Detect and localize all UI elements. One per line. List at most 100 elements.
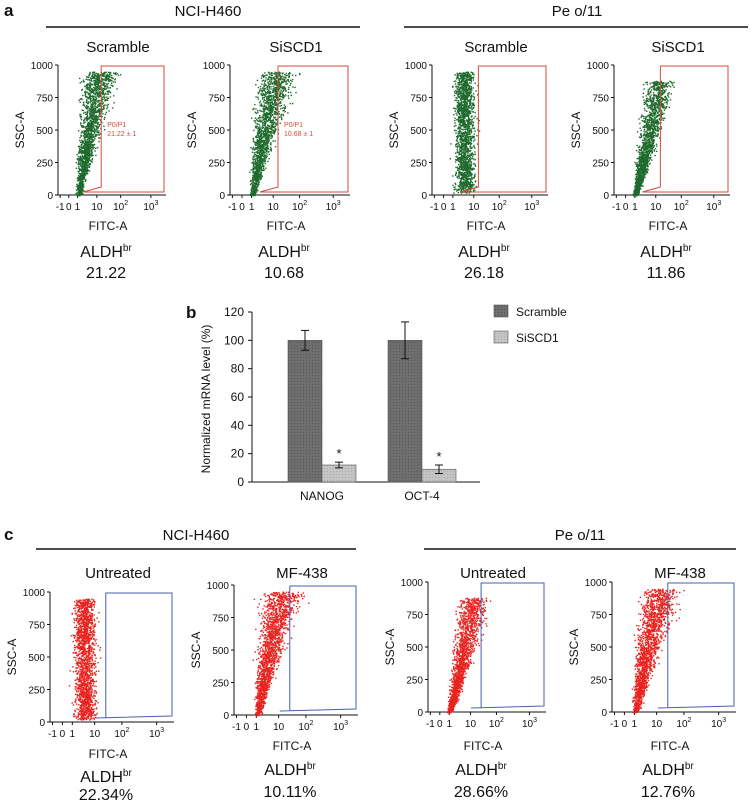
metric-label: ALDHbr [458,243,510,261]
y-axis-label: SSC-A [185,112,199,149]
y-axis-label: SSC-A [5,639,19,676]
y-axis-label: SSC-A [13,112,27,149]
x-tick-base: 0 [66,202,72,213]
gate-region [95,592,173,719]
bar-y-tick-label: 80 [231,362,245,376]
x-tick-label: 10 [650,202,662,213]
metric-name: ALDH [80,244,123,261]
x-tick-base: 0 [244,722,250,733]
x-tick-base: 10 [492,202,504,213]
legend-swatch [493,304,509,318]
metric-label: ALDHbr [80,243,132,261]
bar-y-tick-label: 100 [224,333,244,347]
x-tick-label: 103 [143,200,158,213]
metric-superscript: br [301,243,311,254]
x-tick-base: 10 [650,202,662,213]
bar-y-tick-label: 60 [231,390,245,404]
metric-label: ALDHbr [264,761,316,779]
x-tick-label: 103 [706,200,721,213]
x-tick-label: 10 [89,729,101,740]
metric-superscript: br [123,243,133,254]
y-tick-label: 0 [601,708,607,719]
legend-label: Scramble [516,305,567,319]
y-tick-label: 250 [212,679,229,690]
x-tick-base: 10 [273,722,285,733]
dot-cloud [449,71,481,194]
x-tick-base: 1 [632,719,638,730]
x-tick-base: 10 [706,202,718,213]
gate-region [279,585,357,712]
y-tick-label: 1000 [23,588,46,599]
x-axis-label: FITC-A [89,747,128,761]
y-tick-label: 0 [39,718,45,729]
x-tick-label: 10 [465,719,477,730]
x-tick-label: 102 [113,200,128,213]
x-tick-base: -1 [610,719,619,730]
bar-y-axis-label: Normalized mRNA level (%) [199,325,213,474]
metric-name: ALDH [258,244,301,261]
y-tick-label: 500 [406,643,423,654]
bar-scramble-nanog [287,340,323,483]
metric-name: ALDH [80,769,123,786]
y-axis-label: SSC-A [189,632,203,669]
metric-superscript: br [683,243,693,254]
x-tick-label: 102 [292,200,307,213]
panel-c-group-1-title: NCI-H460 [163,527,230,544]
metric-name: ALDH [642,762,685,779]
x-tick-label: 0 [441,202,447,213]
x-tick-base: 10 [326,202,338,213]
condition-label: Scramble [86,39,149,56]
dot-cloud [252,591,310,717]
y-tick-label: 1000 [405,61,428,72]
x-tick-base: 10 [113,202,125,213]
x-tick-label: -1 [232,722,241,733]
y-tick-label: 250 [208,159,225,170]
bar-y-tick-label: 0 [237,475,244,489]
x-tick-base: 1 [75,202,81,213]
metric-label: ALDHbr [80,768,132,786]
metric-superscript: br [501,243,511,254]
legend-label: SiSCD1 [516,331,559,345]
y-tick-label: 750 [406,611,423,622]
bar-category-label: NANOG [300,489,344,503]
panel-a-group-2-title: Pe o/11 [552,3,603,20]
x-tick-base: 10 [468,202,480,213]
panel-a-group-1-title: NCI-H460 [175,3,242,20]
y-tick-label: 0 [47,191,53,202]
dot-cloud [631,588,685,714]
metric-value: 10.11% [263,784,316,801]
x-tick-label: 1 [75,202,81,213]
x-axis-label: FITC-A [267,219,306,233]
x-tick-exponent: 3 [722,717,726,724]
x-tick-label: 102 [492,200,507,213]
x-tick-exponent: 2 [503,200,507,207]
x-tick-base: 10 [524,202,536,213]
y-tick-label: 1000 [31,61,54,72]
x-tick-base: 10 [522,719,534,730]
metric-label: ALDHbr [642,761,694,779]
x-tick-label: 102 [489,717,504,730]
metric-superscript: br [685,761,695,772]
x-tick-label: 103 [333,720,348,733]
condition-label: Untreated [85,565,151,582]
y-tick-label: 0 [223,711,229,722]
x-tick-label: 1 [632,719,638,730]
x-tick-exponent: 2 [124,200,128,207]
panel-c-group-2-title: Pe o/11 [555,527,606,544]
x-tick-base: -1 [430,202,439,213]
panel-b-letter: b [186,303,196,322]
y-tick-label: 250 [592,159,609,170]
metric-label: ALDHbr [258,243,310,261]
x-tick-label: 0 [622,719,628,730]
legend-swatch [493,330,509,344]
x-axis-label: FITC-A [651,739,690,753]
x-tick-label: 0 [239,202,245,213]
x-tick-base: 0 [441,202,447,213]
dot-cloud [68,598,102,721]
x-tick-label: 0 [66,202,72,213]
